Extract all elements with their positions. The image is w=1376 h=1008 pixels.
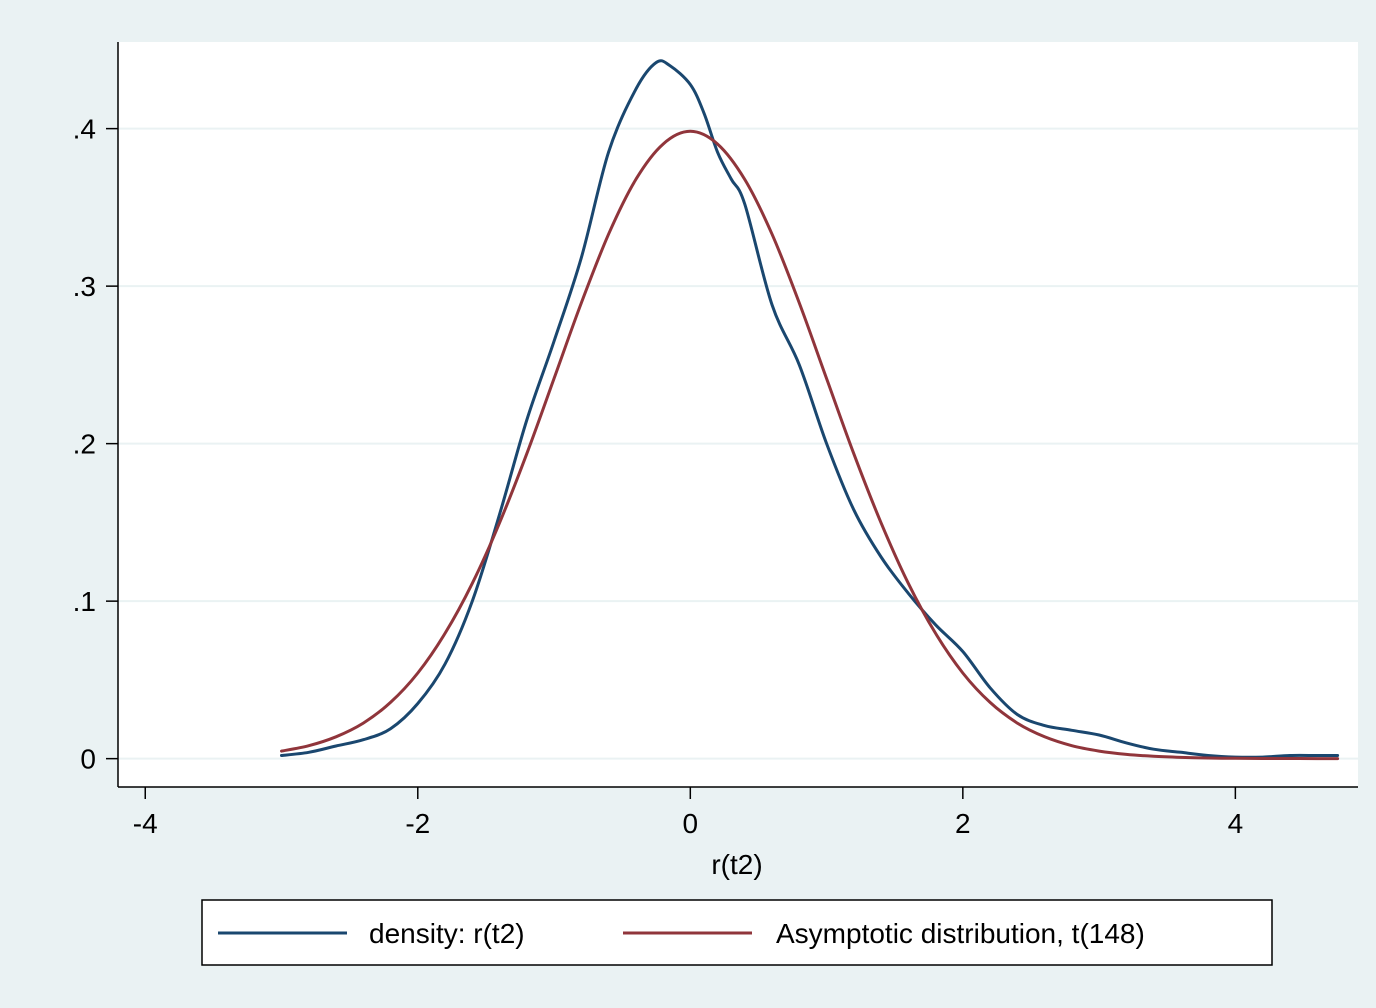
x-tick-label-4: 4 — [1228, 808, 1244, 839]
legend: density: r(t2) Asymptotic distribution, … — [201, 899, 1273, 966]
x-tick-label-3: 2 — [955, 808, 971, 839]
axes — [117, 42, 1358, 788]
series-lines — [280, 59, 1340, 761]
plot-area — [118, 42, 1358, 787]
y-tick-label-0: 0 — [80, 744, 96, 775]
x-tick-label-1: -2 — [405, 808, 430, 839]
x-tick-label-0: -4 — [133, 808, 158, 839]
x-axis-title: r(t2) — [711, 849, 762, 880]
y-tick-label-2: .2 — [73, 429, 96, 460]
legend-label-asymptotic: Asymptotic distribution, t(148) — [776, 918, 1145, 949]
series-line-asymptotic — [280, 129, 1340, 761]
y-tick-label-4: .4 — [73, 114, 96, 145]
ticks: 0 .1 .2 .3 .4 -4 -2 0 2 4 — [73, 114, 1244, 839]
series-line-density — [280, 59, 1340, 759]
x-tick-label-2: 0 — [683, 808, 699, 839]
y-tick-label-1: .1 — [73, 586, 96, 617]
legend-label-density: density: r(t2) — [369, 918, 525, 949]
grid-lines — [118, 127, 1358, 760]
y-tick-label-3: .3 — [73, 271, 96, 302]
